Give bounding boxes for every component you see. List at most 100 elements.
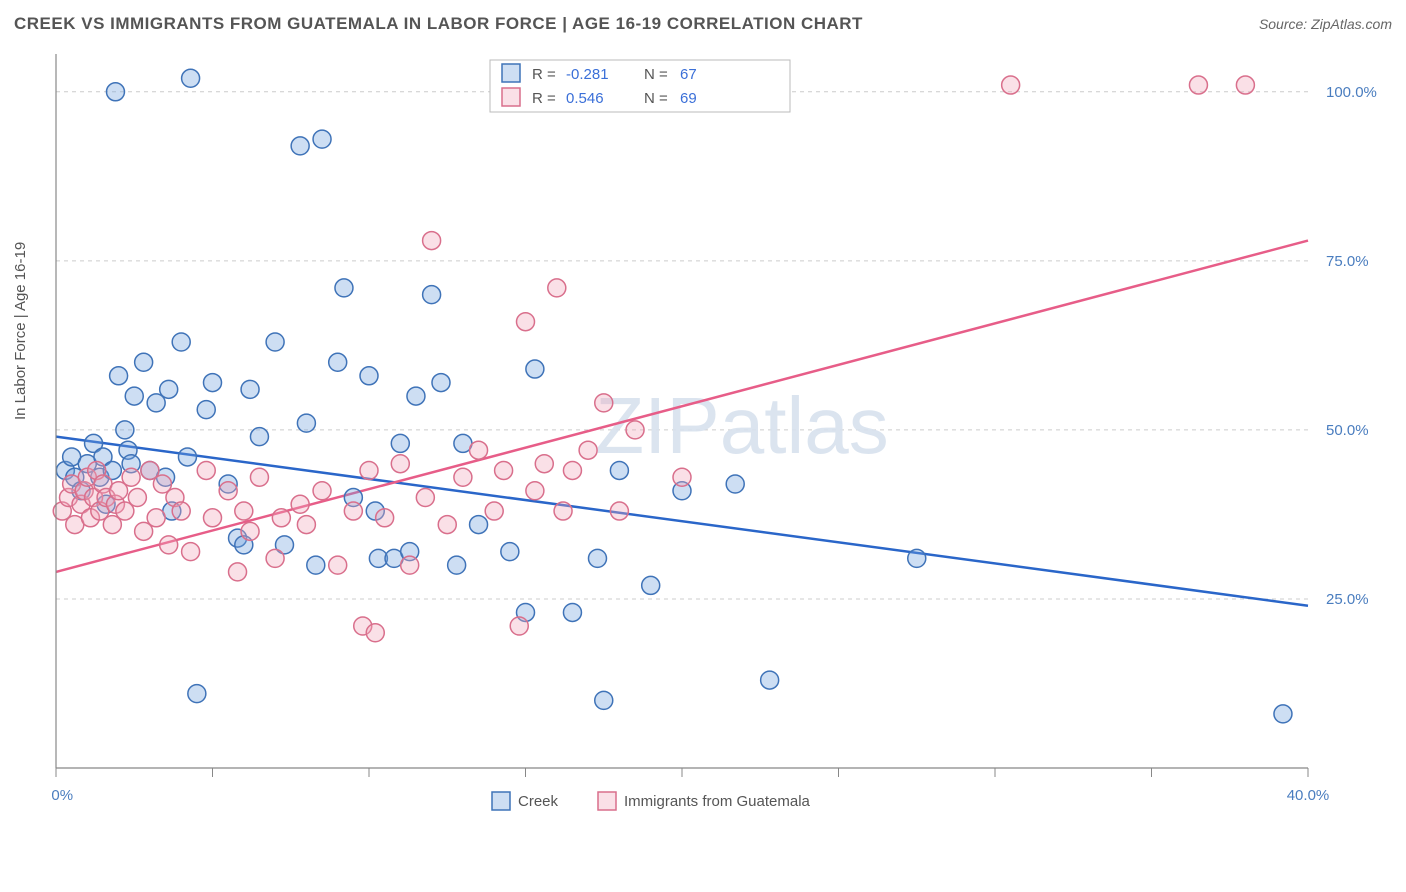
data-point [610,461,628,479]
data-point [335,279,353,297]
data-point [526,360,544,378]
legend-r-label: R = [532,90,556,107]
data-point [407,387,425,405]
data-point [188,685,206,703]
data-point [125,387,143,405]
data-point [510,617,528,635]
data-point [313,482,331,500]
data-point [219,482,237,500]
data-point [329,556,347,574]
data-point [1189,76,1207,94]
data-point [291,137,309,155]
data-point [610,502,628,520]
data-point [360,367,378,385]
data-point [241,522,259,540]
data-point [250,428,268,446]
data-point [266,333,284,351]
data-point [229,563,247,581]
data-point [307,556,325,574]
data-point [116,421,134,439]
data-point [313,130,331,148]
data-point [291,495,309,513]
data-point [110,367,128,385]
x-tick-label: 0.0% [50,787,73,804]
data-point [401,556,419,574]
chart-plot: 25.0%50.0%75.0%100.0%ZIPatlas0.0%40.0%R … [50,48,1380,808]
data-point [344,502,362,520]
data-point [726,475,744,493]
legend-n-label: N = [644,66,668,83]
data-point [1002,76,1020,94]
legend-stats: R = -0.281 N = 67 R = 0.546 N = 69 [490,60,790,112]
chart-header: CREEK VS IMMIGRANTS FROM GUATEMALA IN LA… [14,10,1392,38]
legend-r-value: -0.281 [566,66,609,83]
data-point [391,434,409,452]
data-point [197,401,215,419]
data-point [122,468,140,486]
legend-swatch [492,792,510,810]
data-point [1274,705,1292,723]
legend-r-label: R = [532,66,556,83]
data-point [135,353,153,371]
chart-svg: 25.0%50.0%75.0%100.0%ZIPatlas0.0%40.0%R … [50,48,1380,868]
data-point [160,380,178,398]
data-point [241,380,259,398]
legend-n-label: N = [644,90,668,107]
x-tick-label: 40.0% [1287,787,1330,804]
data-point [448,556,466,574]
data-point [266,549,284,567]
data-point [485,502,503,520]
data-point [908,549,926,567]
data-point [235,502,253,520]
data-point [548,279,566,297]
data-point [366,624,384,642]
data-point [182,543,200,561]
data-point [360,461,378,479]
data-point [416,489,434,507]
data-point [182,69,200,87]
data-point [272,509,290,527]
source-prefix: Source: [1259,16,1311,32]
data-point [554,502,572,520]
data-point [535,455,553,473]
legend-series-label: Immigrants from Guatemala [624,793,811,810]
data-point [495,461,513,479]
data-point [178,448,196,466]
data-point [250,468,268,486]
data-point [454,468,472,486]
y-tick-label: 100.0% [1326,84,1377,101]
data-point [588,549,606,567]
data-point [470,516,488,534]
data-point [432,374,450,392]
data-point [147,509,165,527]
data-point [160,536,178,554]
legend-swatch [598,792,616,810]
legend-n-value: 67 [680,66,697,83]
data-point [204,509,222,527]
chart-title: CREEK VS IMMIGRANTS FROM GUATEMALA IN LA… [14,14,863,34]
data-point [563,603,581,621]
legend-r-value: 0.546 [566,90,604,107]
data-point [172,333,190,351]
data-point [204,374,222,392]
data-point [563,461,581,479]
data-point [761,671,779,689]
data-point [642,576,660,594]
y-tick-label: 25.0% [1326,591,1369,608]
data-point [423,232,441,250]
data-point [501,543,519,561]
data-point [423,286,441,304]
data-point [517,313,535,331]
data-point [526,482,544,500]
data-point [172,502,190,520]
legend-n-value: 69 [680,90,697,107]
data-point [391,455,409,473]
data-point [595,394,613,412]
y-axis-label: In Labor Force | Age 16-19 [12,242,29,420]
source-link[interactable]: ZipAtlas.com [1311,16,1392,32]
data-point [673,468,691,486]
data-point [626,421,644,439]
legend-series-label: Creek [518,793,559,810]
y-tick-label: 50.0% [1326,422,1369,439]
data-point [579,441,597,459]
